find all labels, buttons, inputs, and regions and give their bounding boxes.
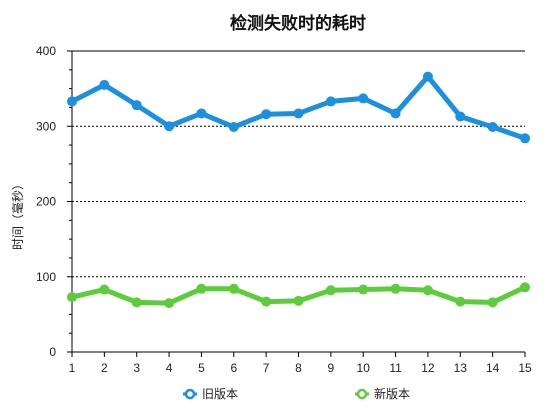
x-tick-label: 13 [454, 361, 468, 375]
data-point [325, 96, 336, 107]
y-tick-label: 300 [36, 119, 56, 133]
x-tick-label: 10 [357, 361, 371, 375]
legend: 旧版本 新版本 [183, 386, 410, 401]
y-tick-label: 0 [49, 345, 56, 359]
x-tick-label: 6 [230, 361, 237, 375]
data-point [422, 285, 433, 296]
legend-label: 旧版本 [202, 387, 238, 401]
x-tick-label: 5 [198, 361, 205, 375]
x-tick-label: 8 [295, 361, 302, 375]
data-point [228, 283, 239, 294]
data-point [358, 93, 369, 104]
x-tick-label: 14 [486, 361, 500, 375]
data-point [67, 292, 77, 303]
series-layer [67, 71, 530, 309]
data-point [196, 283, 207, 294]
data-point [487, 297, 498, 308]
data-point [261, 296, 272, 307]
data-point [293, 295, 304, 306]
data-point [293, 108, 304, 119]
grid-layer [72, 50, 525, 278]
x-tick-label: 3 [133, 361, 140, 375]
x-tick-label: 9 [328, 361, 335, 375]
x-tick-label: 7 [263, 361, 270, 375]
data-point [131, 100, 142, 111]
data-point [164, 121, 175, 132]
data-point [520, 282, 530, 293]
chart-title: 检测失败时的耗时 [230, 13, 366, 34]
data-point [164, 298, 175, 309]
data-point [196, 108, 207, 119]
data-point [99, 79, 110, 90]
data-point [390, 108, 401, 119]
y-tick-label: 400 [36, 44, 56, 58]
data-point [455, 111, 466, 122]
x-tick-label: 1 [69, 361, 76, 375]
data-point [390, 283, 401, 294]
y-axis-label: 时间（毫秒） [10, 178, 25, 250]
x-tick-label: 15 [518, 361, 532, 375]
x-tick-label: 2 [101, 361, 108, 375]
data-point [228, 122, 239, 133]
data-point [325, 285, 336, 296]
legend-swatch-marker [356, 388, 368, 400]
data-point [487, 122, 498, 133]
legend-label: 新版本 [374, 386, 410, 401]
data-point [520, 133, 530, 144]
x-tick-label: 12 [421, 361, 435, 375]
data-point [455, 296, 466, 307]
x-tick-label: 11 [389, 361, 402, 375]
data-point [131, 297, 142, 308]
data-point [261, 109, 272, 120]
data-point [67, 96, 77, 107]
x-tick-label: 4 [166, 361, 173, 375]
legend-swatch-marker [184, 388, 196, 400]
data-point [422, 71, 433, 82]
data-point [358, 284, 369, 295]
y-tick-label: 200 [36, 195, 56, 209]
data-point [99, 284, 110, 295]
y-tick-label: 100 [36, 270, 56, 284]
